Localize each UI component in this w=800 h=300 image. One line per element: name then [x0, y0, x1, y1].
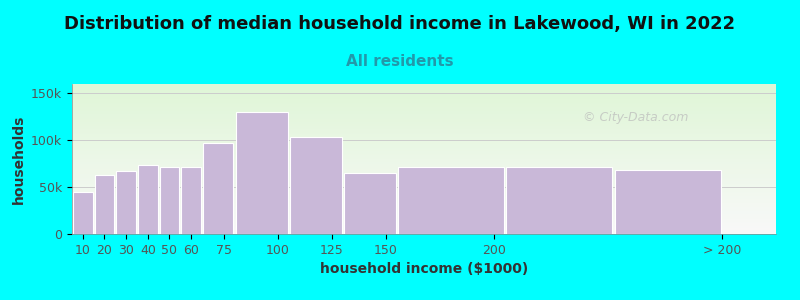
- Y-axis label: households: households: [11, 114, 26, 204]
- Bar: [398, 167, 504, 234]
- Bar: [344, 173, 396, 234]
- X-axis label: household income ($1000): household income ($1000): [320, 262, 528, 276]
- Bar: [117, 171, 136, 234]
- Bar: [203, 143, 234, 234]
- Bar: [506, 167, 613, 234]
- Bar: [614, 170, 721, 234]
- Text: © City-Data.com: © City-Data.com: [582, 110, 688, 124]
- Bar: [290, 137, 342, 234]
- Bar: [235, 112, 287, 234]
- Text: All residents: All residents: [346, 54, 454, 69]
- Bar: [182, 167, 201, 234]
- Text: Distribution of median household income in Lakewood, WI in 2022: Distribution of median household income …: [65, 15, 735, 33]
- Bar: [160, 167, 179, 234]
- Bar: [73, 192, 93, 234]
- Bar: [138, 165, 158, 234]
- Bar: [94, 175, 114, 234]
